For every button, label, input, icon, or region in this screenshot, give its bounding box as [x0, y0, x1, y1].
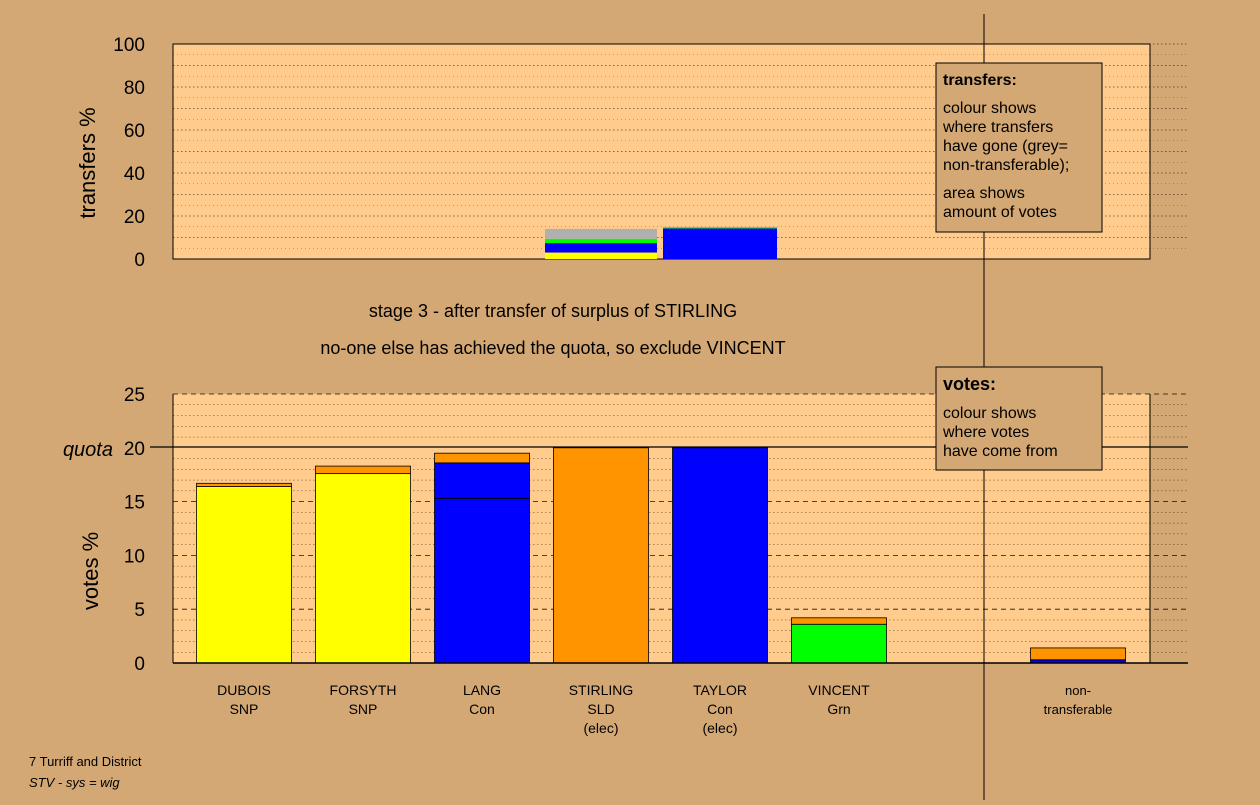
footer-district: 7 Turriff and District: [29, 754, 142, 769]
transfers-grid: [173, 43, 1188, 249]
votes-y-label: votes %: [78, 532, 103, 610]
category-label: transferable: [1044, 702, 1113, 717]
quota-label: quota: [63, 439, 113, 461]
vote-bar-segment: [434, 462, 530, 499]
category-label: SNP: [349, 701, 378, 717]
votes-legend-box: [935, 366, 1103, 471]
vote-bar-segment: [434, 497, 530, 664]
category-label: (elec): [583, 720, 618, 736]
transfers-legend-line: colour shows: [943, 100, 1036, 117]
transfers-y-label: transfers %: [75, 107, 100, 218]
footer-system: STV - sys = wig: [29, 775, 120, 790]
category-label: SLD: [587, 701, 614, 717]
y-tick-label: 20: [124, 439, 145, 460]
transfer-bar-segment: [663, 228, 777, 259]
transfers-bars: [545, 227, 777, 259]
transfer-bar-segment: [545, 228, 657, 239]
y-tick-label: 80: [124, 78, 145, 99]
transfers-legend-line: have gone (grey=: [943, 138, 1068, 155]
stage-subtitle: no-one else has achieved the quota, so e…: [320, 338, 785, 358]
transfer-bar-segment: [545, 238, 657, 244]
vote-bar-segment: [791, 623, 887, 664]
transfers-legend-line: where transfers: [942, 119, 1053, 136]
votes-legend-line: where votes: [942, 424, 1029, 441]
y-tick-label: 0: [134, 654, 145, 675]
transfer-bar-segment: [663, 227, 777, 229]
category-label: Con: [469, 701, 495, 717]
vote-bar-segment: [1030, 647, 1126, 661]
stage-title: stage 3 - after transfer of surplus of S…: [369, 301, 737, 321]
vote-bar-segment: [434, 452, 530, 464]
vote-bar-segment: [553, 447, 649, 664]
votes-x-labels: DUBOIS SNP FORSYTH SNP LANG Con STIRLING SLD (el…: [217, 682, 1112, 736]
category-label: DUBOIS: [217, 682, 271, 698]
category-label: Con: [707, 701, 733, 717]
vote-bar-segment: [196, 486, 292, 664]
category-label: SNP: [230, 701, 259, 717]
transfers-legend-line: amount of votes: [943, 204, 1057, 221]
votes-legend-line: colour shows: [943, 405, 1036, 422]
transfers-legend-line: non-transferable);: [943, 157, 1069, 174]
y-tick-label: 25: [124, 385, 145, 406]
y-tick-label: 15: [124, 493, 145, 514]
category-label: Grn: [827, 701, 850, 717]
transfers-legend-line: area shows: [943, 185, 1025, 202]
transfers-legend-title: transfers:: [943, 72, 1017, 89]
category-label: TAYLOR: [693, 682, 747, 698]
category-label: STIRLING: [569, 682, 634, 698]
y-tick-label: 100: [113, 35, 145, 56]
vote-bar-segment: [315, 473, 411, 664]
vote-bar-segment: [315, 465, 411, 475]
category-label: (elec): [702, 720, 737, 736]
y-tick-label: 20: [124, 207, 145, 228]
y-tick-label: 60: [124, 121, 145, 142]
votes-legend-title: votes:: [943, 374, 996, 394]
votes-bars: [196, 447, 1126, 664]
transfers-legend-box: [935, 62, 1103, 233]
votes-legend-line: have come from: [943, 443, 1058, 460]
vote-bar-segment: [791, 617, 887, 625]
vote-bar-segment: [672, 447, 768, 664]
transfer-bar-segment: [545, 243, 657, 253]
y-tick-label: 0: [134, 250, 145, 271]
category-label: non-: [1065, 683, 1091, 698]
y-tick-label: 40: [124, 164, 145, 185]
y-tick-label: 10: [124, 546, 145, 567]
votes-legend: votes: colour shows where votes have com…: [935, 366, 1103, 471]
category-label: VINCENT: [808, 682, 870, 698]
transfers-legend: transfers: colour shows where transfers …: [935, 62, 1103, 233]
votes-y-ticks: 0 5 10 15 20 25: [124, 385, 145, 675]
vote-bar-segment: [196, 482, 292, 487]
category-label: LANG: [463, 682, 501, 698]
y-tick-label: 5: [134, 600, 145, 621]
transfers-y-ticks: 0 20 40 60 80 100: [113, 35, 145, 271]
category-label: FORSYTH: [330, 682, 397, 698]
transfer-bar-segment: [545, 252, 657, 259]
